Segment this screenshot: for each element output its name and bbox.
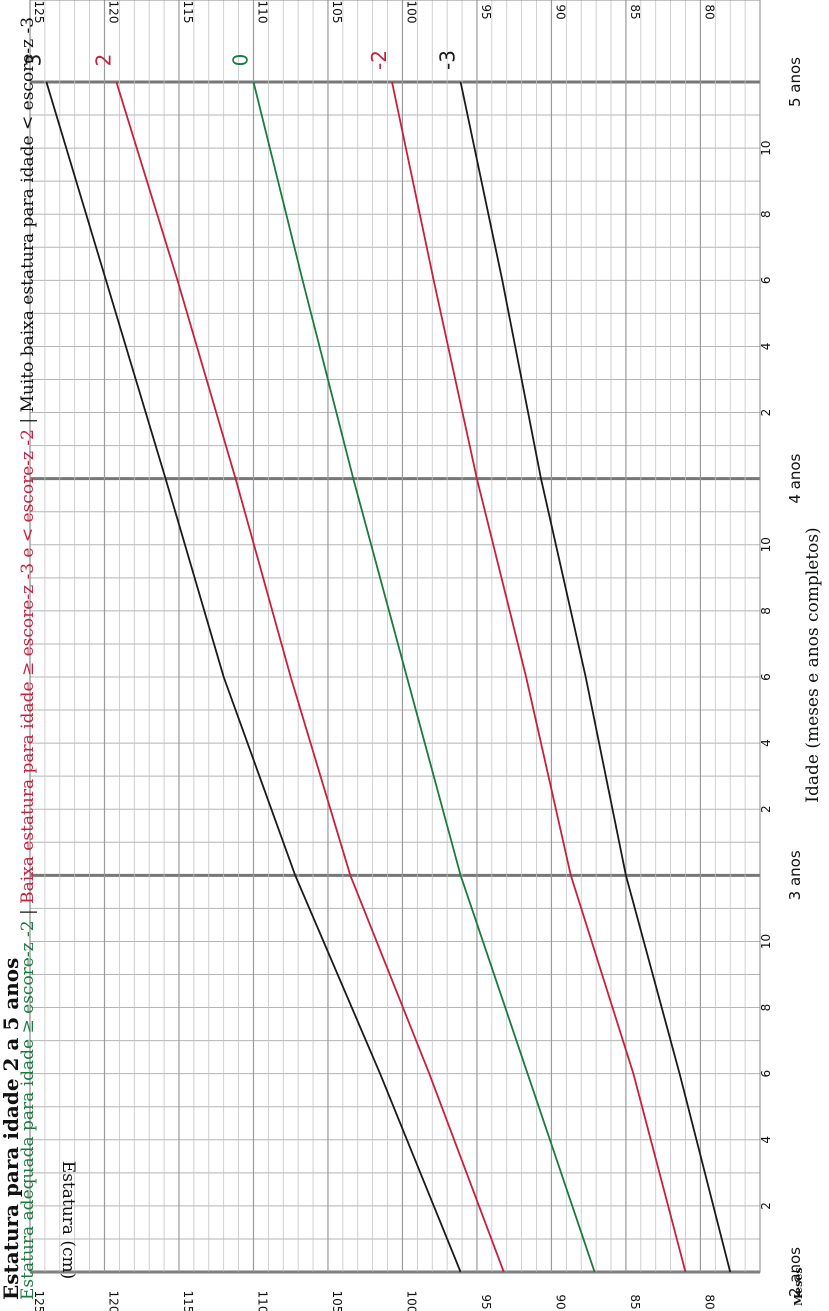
- series-lines: [45, 81, 732, 1273]
- y-tick-label-top: 95: [479, 4, 493, 19]
- month-tick-label: 6: [759, 277, 773, 285]
- month-tick-label: 2: [759, 1202, 773, 1210]
- month-tick-label: 8: [759, 1004, 773, 1012]
- series-line-0: [252, 81, 596, 1273]
- month-tick-label: 4: [759, 343, 773, 351]
- year-tick-label: 4 anos: [786, 453, 804, 503]
- series-label-minus3: -3: [436, 50, 460, 70]
- plot-border: [29, 0, 761, 1273]
- y-tick-label-top: 110: [255, 1, 269, 24]
- month-tick-label: 10: [759, 537, 773, 552]
- y-tick-label-top: 85: [628, 4, 642, 19]
- y-tick-label-top: 115: [181, 1, 195, 24]
- year-tick-label: 5 anos: [786, 57, 804, 107]
- y-tick-label-bottom: 95: [479, 1294, 493, 1309]
- series-label-2: 2: [91, 54, 115, 67]
- labels: 8080858590909595100100105105110110115115…: [21, 1, 804, 1311]
- month-tick-label: 2: [759, 409, 773, 417]
- month-tick-label: 6: [759, 1070, 773, 1078]
- series-line-3: [45, 81, 462, 1273]
- x-axis-title: Idade (meses e anos completos): [803, 527, 823, 802]
- series-line-minus3: [459, 81, 732, 1273]
- y-tick-label-top: 105: [330, 1, 344, 24]
- month-tick-label: 8: [759, 210, 773, 218]
- y-tick-label-bottom: 100: [404, 1291, 418, 1311]
- legend-very-low: Muito baixa estatura para idade < escore…: [18, 17, 38, 413]
- y-tick-label-bottom: 125: [32, 1291, 46, 1311]
- y-tick-label-top: 80: [702, 4, 716, 19]
- legend-adequate: Estatura adequada para idade ≥ escore-z …: [18, 920, 38, 1300]
- legend-low: Baixa estatura para idade ≥ escore-z -3 …: [18, 429, 38, 904]
- series-line-2: [115, 81, 505, 1273]
- y-tick-label-top: 125: [32, 1, 46, 24]
- y-tick-label-bottom: 90: [553, 1294, 567, 1309]
- series-label-minus2: -2: [367, 50, 391, 70]
- corner-label-meses: Meses: [792, 1267, 805, 1306]
- series-label-3: 3: [21, 54, 45, 67]
- month-tick-label: 2: [759, 805, 773, 813]
- series-label-0: 0: [228, 54, 252, 67]
- y-tick-label-top: 100: [404, 1, 418, 24]
- month-tick-label: 4: [759, 1136, 773, 1144]
- y-tick-label-top: 90: [553, 4, 567, 19]
- y-tick-label-bottom: 110: [255, 1291, 269, 1311]
- month-tick-label: 10: [759, 934, 773, 949]
- series-line-minus2: [391, 81, 687, 1273]
- legend-line: Estatura adequada para idade ≥ escore-z …: [18, 17, 38, 1300]
- month-tick-label: 6: [759, 673, 773, 681]
- y-tick-label-bottom: 80: [702, 1294, 716, 1309]
- chart-title: Estatura para idade 2 a 5 anos: [0, 958, 23, 1300]
- grid: [29, 0, 761, 1274]
- y-axis-title: Estatura (cm): [58, 1161, 78, 1279]
- legend-separator-1: |: [18, 904, 38, 921]
- y-tick-label-bottom: 115: [181, 1291, 195, 1311]
- y-tick-label-bottom: 85: [628, 1294, 642, 1309]
- y-tick-label-top: 120: [106, 1, 120, 24]
- year-tick-label: 3 anos: [786, 850, 804, 900]
- year-tick-label: 2 anos: [786, 1247, 804, 1297]
- y-tick-label-bottom: 105: [330, 1291, 344, 1311]
- y-tick-label-bottom: 120: [106, 1291, 120, 1311]
- month-tick-label: 4: [759, 739, 773, 747]
- month-tick-label: 8: [759, 607, 773, 615]
- month-tick-label: 10: [759, 140, 773, 155]
- legend-separator-2: |: [18, 413, 38, 430]
